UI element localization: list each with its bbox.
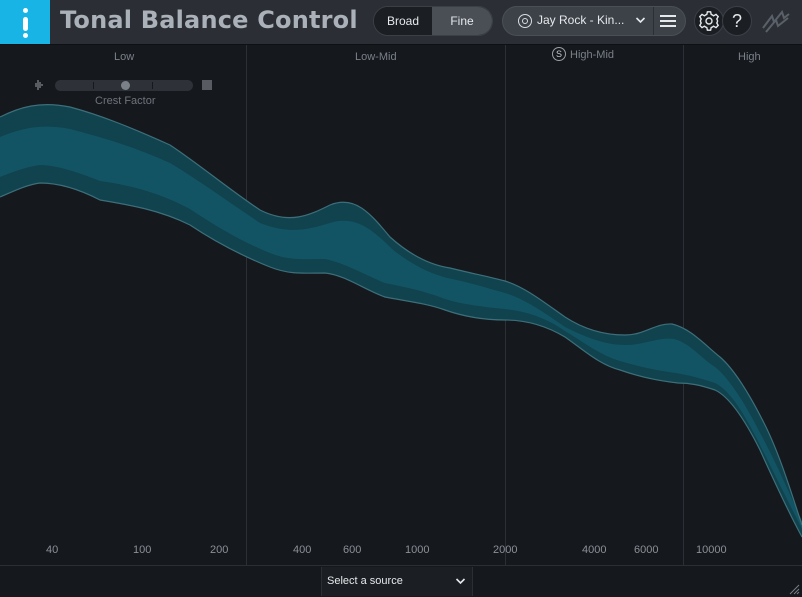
freq-label: 400 <box>293 544 312 556</box>
freq-label: 2000 <box>493 544 518 556</box>
freq-label: 200 <box>210 544 229 556</box>
freq-label: 10000 <box>696 544 727 556</box>
footer-bar: Select a source <box>0 565 802 597</box>
menu-dot-icon <box>23 33 28 38</box>
broad-button[interactable]: Broad <box>374 7 432 35</box>
chevron-down-icon[interactable] <box>635 13 646 30</box>
waveform-dense-icon <box>202 80 212 90</box>
settings-button[interactable] <box>694 6 724 36</box>
region-label-high: High <box>738 51 761 63</box>
chevron-down-icon <box>455 574 466 591</box>
region-label-low: Low <box>114 51 135 63</box>
gear-icon <box>698 11 720 31</box>
crest-factor-thumb[interactable] <box>121 81 130 90</box>
target-selector[interactable]: Jay Rock - Kin... <box>502 6 686 36</box>
target-icon <box>518 14 532 28</box>
divider <box>653 7 654 35</box>
target-range-graph <box>0 45 802 565</box>
freq-label: 40 <box>46 544 59 556</box>
view-toggle: Broad Fine <box>373 6 493 36</box>
solo-icon[interactable]: S <box>552 47 566 61</box>
app-title: Tonal Balance Control <box>60 6 358 34</box>
waveform-sparse-icon <box>35 80 43 90</box>
freq-label: 600 <box>343 544 362 556</box>
freq-label: 4000 <box>582 544 607 556</box>
region-label-low-mid: Low-Mid <box>355 51 397 63</box>
izotope-logo-icon <box>762 9 790 33</box>
menu-bar-icon <box>23 17 28 31</box>
freq-label: 100 <box>133 544 152 556</box>
region-label-high-mid: S High-Mid <box>552 47 614 62</box>
fine-button[interactable]: Fine <box>432 7 492 35</box>
target-label: Jay Rock - Kin... <box>537 13 625 27</box>
crest-factor-label: Crest Factor <box>95 95 156 107</box>
help-button[interactable]: ? <box>722 6 752 36</box>
tonal-balance-plot: Low Low-Mid S High-Mid High Crest Factor … <box>0 45 802 565</box>
source-select[interactable]: Select a source <box>321 567 473 596</box>
plugin-menu-button[interactable] <box>0 0 50 44</box>
help-icon: ? <box>731 11 742 31</box>
freq-label: 6000 <box>634 544 659 556</box>
source-select-label: Select a source <box>327 575 403 587</box>
freq-label: 1000 <box>405 544 430 556</box>
hamburger-menu-icon[interactable] <box>660 15 676 27</box>
resize-handle-icon[interactable] <box>788 583 800 595</box>
crest-factor-control: Crest Factor <box>33 77 218 107</box>
header-bar: Tonal Balance Control Broad Fine Jay Roc… <box>0 0 802 45</box>
menu-dot-icon <box>23 8 28 13</box>
target-inner-band <box>0 126 802 529</box>
